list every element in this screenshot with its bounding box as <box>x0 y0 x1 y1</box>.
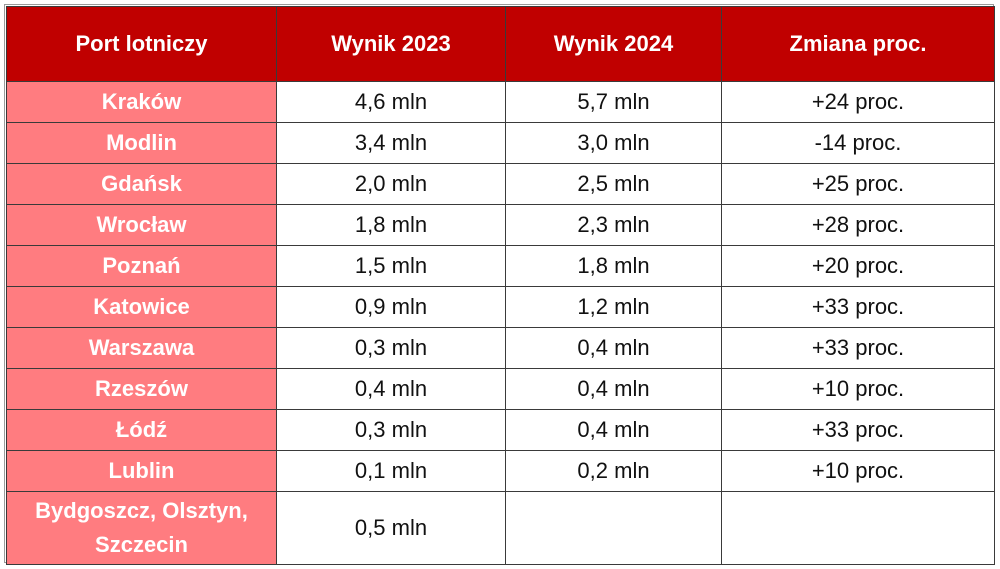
result-2023-cell: 0,9 mln <box>276 286 506 328</box>
airport-cell: Wrocław <box>6 204 277 246</box>
table-row: Poznań 1,5 mln 1,8 mln +20 proc. <box>6 245 995 287</box>
result-2023-cell: 4,6 mln <box>276 81 506 123</box>
result-2023-cell: 0,4 mln <box>276 368 506 410</box>
table-row: Lublin 0,1 mln 0,2 mln +10 proc. <box>6 450 995 492</box>
result-2024-cell: 0,4 mln <box>505 409 722 451</box>
change-cell: +33 proc. <box>721 286 995 328</box>
header-row: Port lotniczy Wynik 2023 Wynik 2024 Zmia… <box>6 6 995 82</box>
change-cell: +24 proc. <box>721 81 995 123</box>
airport-cell: Katowice <box>6 286 277 328</box>
table-row: Katowice 0,9 mln 1,2 mln +33 proc. <box>6 286 995 328</box>
header-change-percent: Zmiana proc. <box>721 6 995 82</box>
result-2023-cell: 0,5 mln <box>276 491 506 565</box>
result-2023-cell: 2,0 mln <box>276 163 506 205</box>
table-row: Łódź 0,3 mln 0,4 mln +33 proc. <box>6 409 995 451</box>
change-cell: +25 proc. <box>721 163 995 205</box>
airport-cell: Łódź <box>6 409 277 451</box>
change-cell: +20 proc. <box>721 245 995 287</box>
header-result-2024: Wynik 2024 <box>505 6 722 82</box>
result-2023-cell: 0,3 mln <box>276 409 506 451</box>
change-cell: +10 proc. <box>721 368 995 410</box>
table-row: Kraków 4,6 mln 5,7 mln +24 proc. <box>6 81 995 123</box>
result-2024-cell: 1,8 mln <box>505 245 722 287</box>
result-2023-cell: 0,3 mln <box>276 327 506 369</box>
result-2023-cell: 1,5 mln <box>276 245 506 287</box>
result-2023-cell: 3,4 mln <box>276 122 506 164</box>
table-row: Bydgoszcz, Olsztyn, Szczecin 0,5 mln <box>6 491 995 565</box>
result-2023-cell: 0,1 mln <box>276 450 506 492</box>
result-2023-cell: 1,8 mln <box>276 204 506 246</box>
change-cell: +33 proc. <box>721 409 995 451</box>
result-2024-cell: 3,0 mln <box>505 122 722 164</box>
airport-cell: Poznań <box>6 245 277 287</box>
change-cell: -14 proc. <box>721 122 995 164</box>
airport-cell: Modlin <box>6 122 277 164</box>
result-2024-cell: 2,5 mln <box>505 163 722 205</box>
result-2024-cell <box>505 491 722 565</box>
result-2024-cell: 0,4 mln <box>505 327 722 369</box>
table-row: Rzeszów 0,4 mln 0,4 mln +10 proc. <box>6 368 995 410</box>
result-2024-cell: 2,3 mln <box>505 204 722 246</box>
result-2024-cell: 5,7 mln <box>505 81 722 123</box>
airport-cell: Warszawa <box>6 327 277 369</box>
header-result-2023: Wynik 2023 <box>276 6 506 82</box>
change-cell <box>721 491 995 565</box>
result-2024-cell: 1,2 mln <box>505 286 722 328</box>
airport-cell: Rzeszów <box>6 368 277 410</box>
change-cell: +10 proc. <box>721 450 995 492</box>
change-cell: +33 proc. <box>721 327 995 369</box>
table-row: Warszawa 0,3 mln 0,4 mln +33 proc. <box>6 327 995 369</box>
result-2024-cell: 0,2 mln <box>505 450 722 492</box>
airport-cell: Lublin <box>6 450 277 492</box>
header-airport: Port lotniczy <box>6 6 277 82</box>
table-row: Modlin 3,4 mln 3,0 mln -14 proc. <box>6 122 995 164</box>
airport-results-table: Port lotniczy Wynik 2023 Wynik 2024 Zmia… <box>6 6 995 565</box>
airport-cell: Bydgoszcz, Olsztyn, Szczecin <box>6 491 277 565</box>
result-2024-cell: 0,4 mln <box>505 368 722 410</box>
airport-cell: Gdańsk <box>6 163 277 205</box>
change-cell: +28 proc. <box>721 204 995 246</box>
airport-cell: Kraków <box>6 81 277 123</box>
table-row: Wrocław 1,8 mln 2,3 mln +28 proc. <box>6 204 995 246</box>
table-row: Gdańsk 2,0 mln 2,5 mln +25 proc. <box>6 163 995 205</box>
